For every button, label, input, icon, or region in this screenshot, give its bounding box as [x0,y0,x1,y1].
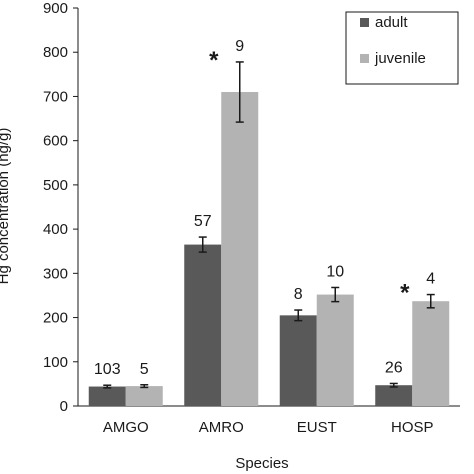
y-tick-label: 500 [43,177,68,194]
sample-size-label: 103 [94,361,121,378]
sample-size-label: 4 [426,271,435,288]
y-tick-label: 200 [43,310,68,327]
bar-juvenile [316,294,354,406]
y-tick-label: 700 [43,88,68,105]
x-axis-title: Species [235,455,288,472]
sample-size-label: 5 [140,361,149,378]
y-tick-label: 300 [43,265,68,282]
legend-label-adult: adult [375,14,408,31]
x-tick-label: AMRO [199,419,244,436]
bar-adult [279,315,317,406]
y-tick-label: 900 [43,0,68,17]
plot-area: 0 100 200 300 400 500 600 700 800 900 AMGO 103 5 AMRO… [43,0,460,436]
legend-swatch-juvenile [360,54,369,63]
legend-label-juvenile: juvenile [374,50,426,67]
bar-adult [375,385,413,406]
sample-size-label: 26 [385,359,403,376]
bar-adult [88,386,126,406]
y-tick-label: 400 [43,221,68,238]
legend-swatch-adult [360,18,369,27]
x-tick-label: AMGO [103,419,149,436]
sample-size-label: 9 [235,38,244,55]
y-tick-label: 100 [43,354,68,371]
bar-juvenile [221,92,259,407]
sample-size-label: 57 [194,213,212,230]
bar-juvenile [125,386,163,406]
significance-marker: * [400,280,410,307]
x-tick-label: EUST [297,419,337,436]
legend: adult juvenile [345,11,459,85]
y-tick-label: 800 [43,44,68,61]
sample-size-label: 10 [326,263,344,280]
y-tick-label: 600 [43,133,68,150]
y-tick-label: 0 [60,398,68,415]
y-axis-title: Hg concentration (ng/g) [0,128,12,285]
bar-juvenile [412,301,450,406]
bar-adult [184,244,222,406]
sample-size-label: 8 [294,286,303,303]
x-tick-label: HOSP [391,419,434,436]
significance-marker: * [209,47,219,74]
